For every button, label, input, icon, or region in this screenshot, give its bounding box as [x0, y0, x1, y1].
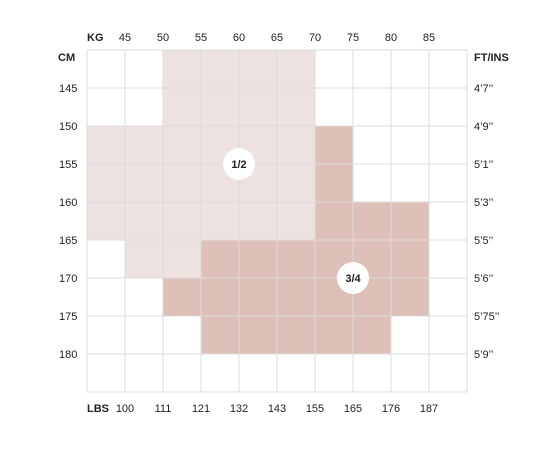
- grid-lines: [86, 49, 468, 393]
- kg-tick-label: 75: [347, 32, 359, 44]
- kg-tick-label: 85: [423, 32, 435, 44]
- size-badge: [223, 148, 255, 180]
- kg-tick-label: 65: [271, 32, 283, 44]
- ftin-tick-label: 5’3’’: [474, 197, 493, 209]
- ftin-tick-label: 5’6’’: [474, 273, 493, 285]
- size-region-2-cell: [201, 316, 391, 354]
- ftin-tick-label: 5’5’’: [474, 235, 493, 247]
- lbs-tick-label: 187: [420, 403, 438, 415]
- size-region-2-cell: [315, 202, 429, 240]
- tick-labels: 45 50 55 60 65 70 75 80 85 100 111 121 132 143 155 165 1…: [59, 32, 500, 415]
- ftin-tick-label: 5’1’’: [474, 159, 493, 171]
- kg-header: KG: [87, 32, 104, 44]
- cm-tick-label: 180: [59, 349, 77, 361]
- lbs-tick-label: 132: [230, 403, 248, 415]
- lbs-tick-label: 165: [344, 403, 362, 415]
- cm-tick-label: 175: [59, 311, 77, 323]
- kg-tick-label: 45: [119, 32, 131, 44]
- cm-tick-label: 170: [59, 273, 77, 285]
- cm-header: CM: [58, 52, 75, 64]
- lbs-tick-label: 143: [268, 403, 286, 415]
- kg-tick-label: 70: [309, 32, 321, 44]
- ftin-header: FT/INS: [474, 52, 509, 64]
- size-badge: [337, 262, 369, 294]
- size-badge-label: 1/2: [231, 159, 246, 171]
- cm-tick-label: 160: [59, 197, 77, 209]
- kg-tick-label: 80: [385, 32, 397, 44]
- lbs-tick-label: 176: [382, 403, 400, 415]
- size-badges: 1/2 3/4: [223, 148, 369, 294]
- ftin-tick-label: 4’9’’: [474, 121, 493, 133]
- ftin-tick-label: 5’9’’: [474, 349, 493, 361]
- size-region-2-cell: [163, 278, 429, 316]
- kg-tick-label: 55: [195, 32, 207, 44]
- size-badge-label: 3/4: [345, 273, 361, 285]
- lbs-tick-label: 155: [306, 403, 324, 415]
- ftin-tick-label: 5’75’’: [474, 311, 500, 323]
- lbs-header: LBS: [87, 403, 109, 415]
- cm-tick-label: 165: [59, 235, 77, 247]
- kg-tick-label: 50: [157, 32, 169, 44]
- lbs-tick-label: 121: [192, 403, 210, 415]
- cm-tick-label: 150: [59, 121, 77, 133]
- ftin-tick-label: 4’7’’: [474, 83, 493, 95]
- cm-tick-label: 155: [59, 159, 77, 171]
- kg-tick-label: 60: [233, 32, 245, 44]
- lbs-tick-label: 111: [155, 403, 172, 415]
- lbs-tick-label: 100: [116, 403, 134, 415]
- cm-tick-label: 145: [59, 83, 77, 95]
